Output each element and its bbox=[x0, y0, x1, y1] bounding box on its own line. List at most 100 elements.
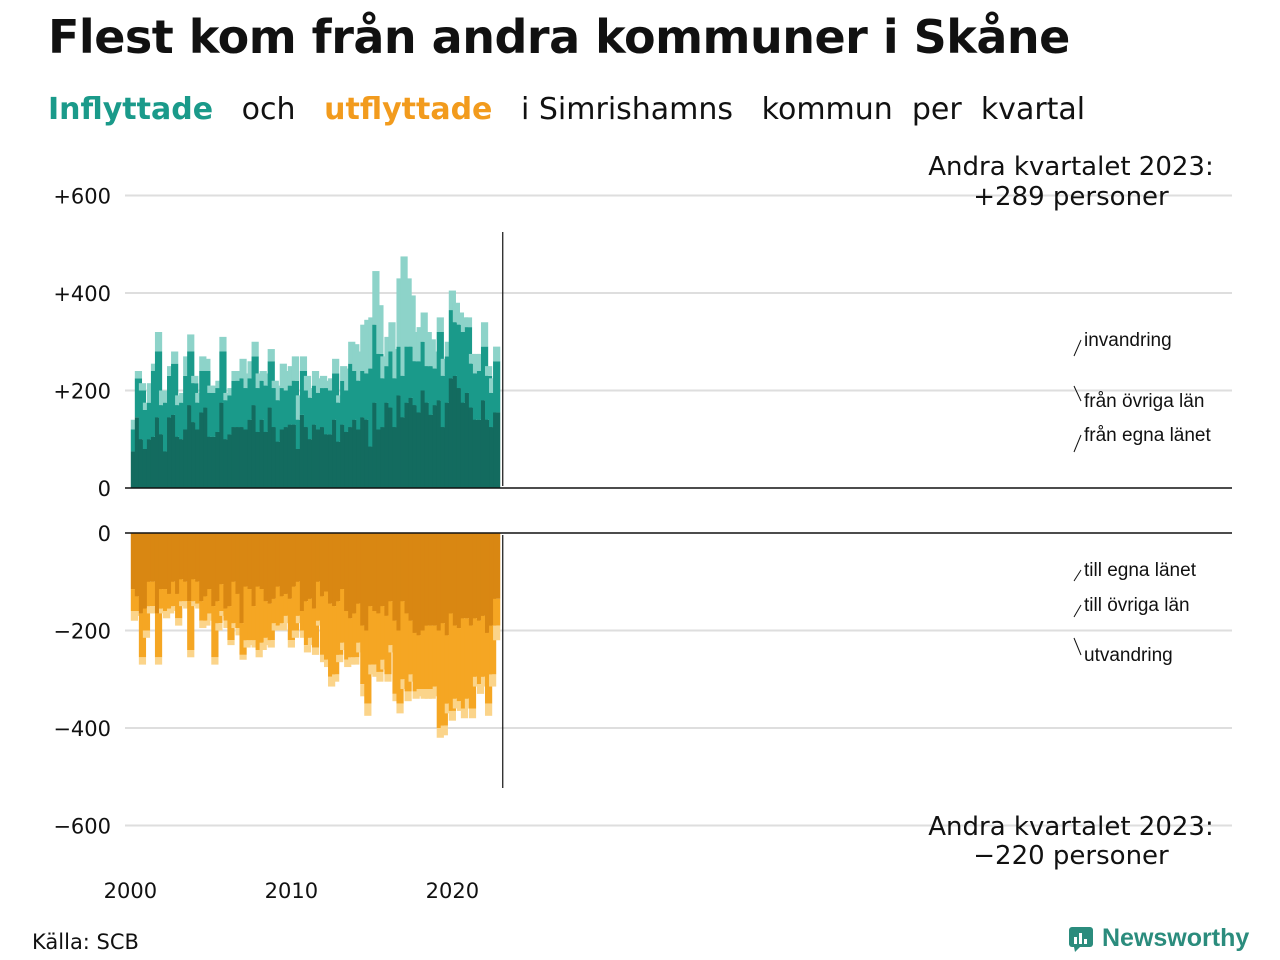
bar-out-segment bbox=[207, 589, 215, 614]
subtitle-kommun-name: i Simrishamns bbox=[521, 92, 734, 127]
bar-out-segment bbox=[368, 606, 376, 665]
bar-in-segment bbox=[307, 439, 316, 488]
bar-out-segment bbox=[215, 623, 223, 631]
bar-out-segment bbox=[460, 708, 469, 719]
bar-out-segment bbox=[340, 533, 348, 590]
bar-in-segment bbox=[489, 378, 497, 393]
bar-out-segment bbox=[235, 593, 243, 629]
bar-out-segment bbox=[452, 625, 460, 699]
bar-in-segment bbox=[456, 312, 465, 325]
bar-out-segment bbox=[480, 533, 489, 616]
bar-in-segment bbox=[311, 424, 320, 488]
bar-out-segment bbox=[171, 581, 179, 607]
bar-out-segment bbox=[332, 533, 340, 607]
bar-out-segment bbox=[150, 581, 159, 607]
bar-in-segment bbox=[267, 349, 275, 362]
bar-in-segment bbox=[215, 431, 223, 488]
bar-out-segment bbox=[348, 618, 356, 658]
bar-in-segment bbox=[472, 373, 481, 420]
bar-out-segment bbox=[130, 533, 138, 590]
label-fran-ovriga-lan-pointer bbox=[1073, 385, 1082, 402]
bar-in-segment bbox=[468, 363, 477, 408]
bar-out-segment bbox=[372, 611, 380, 665]
chart-title: Flest kom från andra kommuner i Skåne bbox=[48, 10, 1070, 64]
label-fran-egna-lanet: från egna länet bbox=[1084, 425, 1211, 446]
bar-out-segment bbox=[215, 601, 223, 624]
annotation-bottom-line2: −220 personer bbox=[973, 841, 1169, 871]
bar-out-segment bbox=[485, 703, 493, 716]
bar-in-segment bbox=[311, 371, 320, 386]
bar-in-segment bbox=[384, 366, 392, 403]
bar-out-segment bbox=[311, 608, 320, 648]
bar-in-segment bbox=[432, 351, 440, 369]
bar-out-segment bbox=[315, 581, 324, 621]
bar-out-segment bbox=[187, 533, 195, 602]
bar-in-segment bbox=[444, 402, 452, 488]
bar-in-segment bbox=[344, 368, 352, 391]
bar-out-segment bbox=[420, 689, 428, 699]
bar-out-segment bbox=[420, 630, 428, 689]
bar-in-segment bbox=[183, 375, 191, 430]
bar-out-segment bbox=[408, 620, 416, 675]
bar-in-segment bbox=[283, 371, 291, 391]
bar-in-segment bbox=[279, 363, 287, 389]
bar-in-segment bbox=[319, 375, 328, 389]
subtitle-utflyttade: utflyttade bbox=[324, 92, 493, 127]
bar-out-segment bbox=[364, 533, 372, 631]
source-label: Källa: SCB bbox=[32, 930, 139, 954]
bar-in-segment bbox=[195, 392, 203, 403]
bar-in-segment bbox=[485, 419, 493, 488]
bar-out-segment bbox=[319, 654, 328, 663]
bar-out-segment bbox=[167, 593, 175, 609]
bar-out-segment bbox=[344, 533, 352, 611]
bar-in-segment bbox=[376, 429, 384, 488]
bar-out-segment bbox=[336, 533, 344, 602]
bar-out-segment bbox=[275, 625, 283, 631]
bar-out-segment bbox=[199, 533, 207, 602]
bar-in-segment bbox=[456, 324, 465, 389]
bar-out-segment bbox=[243, 533, 251, 587]
bar-in-segment bbox=[324, 380, 332, 389]
bar-out-segment bbox=[227, 640, 235, 646]
bar-in-segment bbox=[299, 356, 308, 371]
bar-in-segment bbox=[392, 427, 400, 488]
bar-out-segment bbox=[376, 671, 384, 682]
bar-in-segment bbox=[223, 392, 231, 401]
subtitle-kvartal: kvartal bbox=[980, 92, 1086, 127]
bar-out-segment bbox=[255, 586, 263, 650]
bar-in-segment bbox=[476, 371, 485, 420]
bar-in-segment bbox=[432, 368, 440, 406]
bar-in-segment bbox=[175, 395, 183, 406]
bar-in-segment bbox=[452, 322, 460, 376]
bar-in-segment bbox=[364, 319, 372, 374]
bar-out-segment bbox=[476, 684, 485, 694]
bar-out-segment bbox=[251, 640, 259, 648]
bar-out-segment bbox=[360, 684, 368, 697]
bar-out-segment bbox=[203, 620, 211, 626]
bar-in-segment bbox=[146, 383, 155, 403]
bar-out-segment bbox=[299, 630, 308, 638]
bar-out-segment bbox=[396, 533, 404, 631]
bar-out-segment bbox=[404, 613, 412, 692]
bar-out-segment bbox=[150, 533, 159, 582]
label-invandring-pointer bbox=[1073, 339, 1082, 357]
bar-in-segment bbox=[243, 373, 251, 389]
bar-out-segment bbox=[493, 625, 501, 641]
bar-in-segment bbox=[315, 392, 324, 430]
bar-out-segment bbox=[179, 533, 187, 580]
bar-out-segment bbox=[388, 533, 396, 602]
bar-in-segment bbox=[440, 358, 448, 376]
label-fran-ovriga-lan: från övriga län bbox=[1084, 391, 1204, 412]
x-tick-label: 2020 bbox=[426, 879, 479, 903]
bar-in-segment bbox=[150, 436, 159, 488]
bar-in-segment bbox=[287, 385, 295, 425]
bar-in-segment bbox=[464, 317, 473, 328]
bar-in-segment bbox=[372, 402, 380, 488]
bar-out-segment bbox=[340, 642, 348, 650]
bar-in-segment bbox=[344, 431, 352, 488]
bar-in-segment bbox=[154, 417, 163, 488]
bar-in-segment bbox=[247, 361, 255, 379]
bar-in-segment bbox=[380, 356, 388, 379]
label-till-ovriga-lan: till övriga län bbox=[1084, 595, 1190, 616]
bar-out-segment bbox=[207, 613, 215, 621]
